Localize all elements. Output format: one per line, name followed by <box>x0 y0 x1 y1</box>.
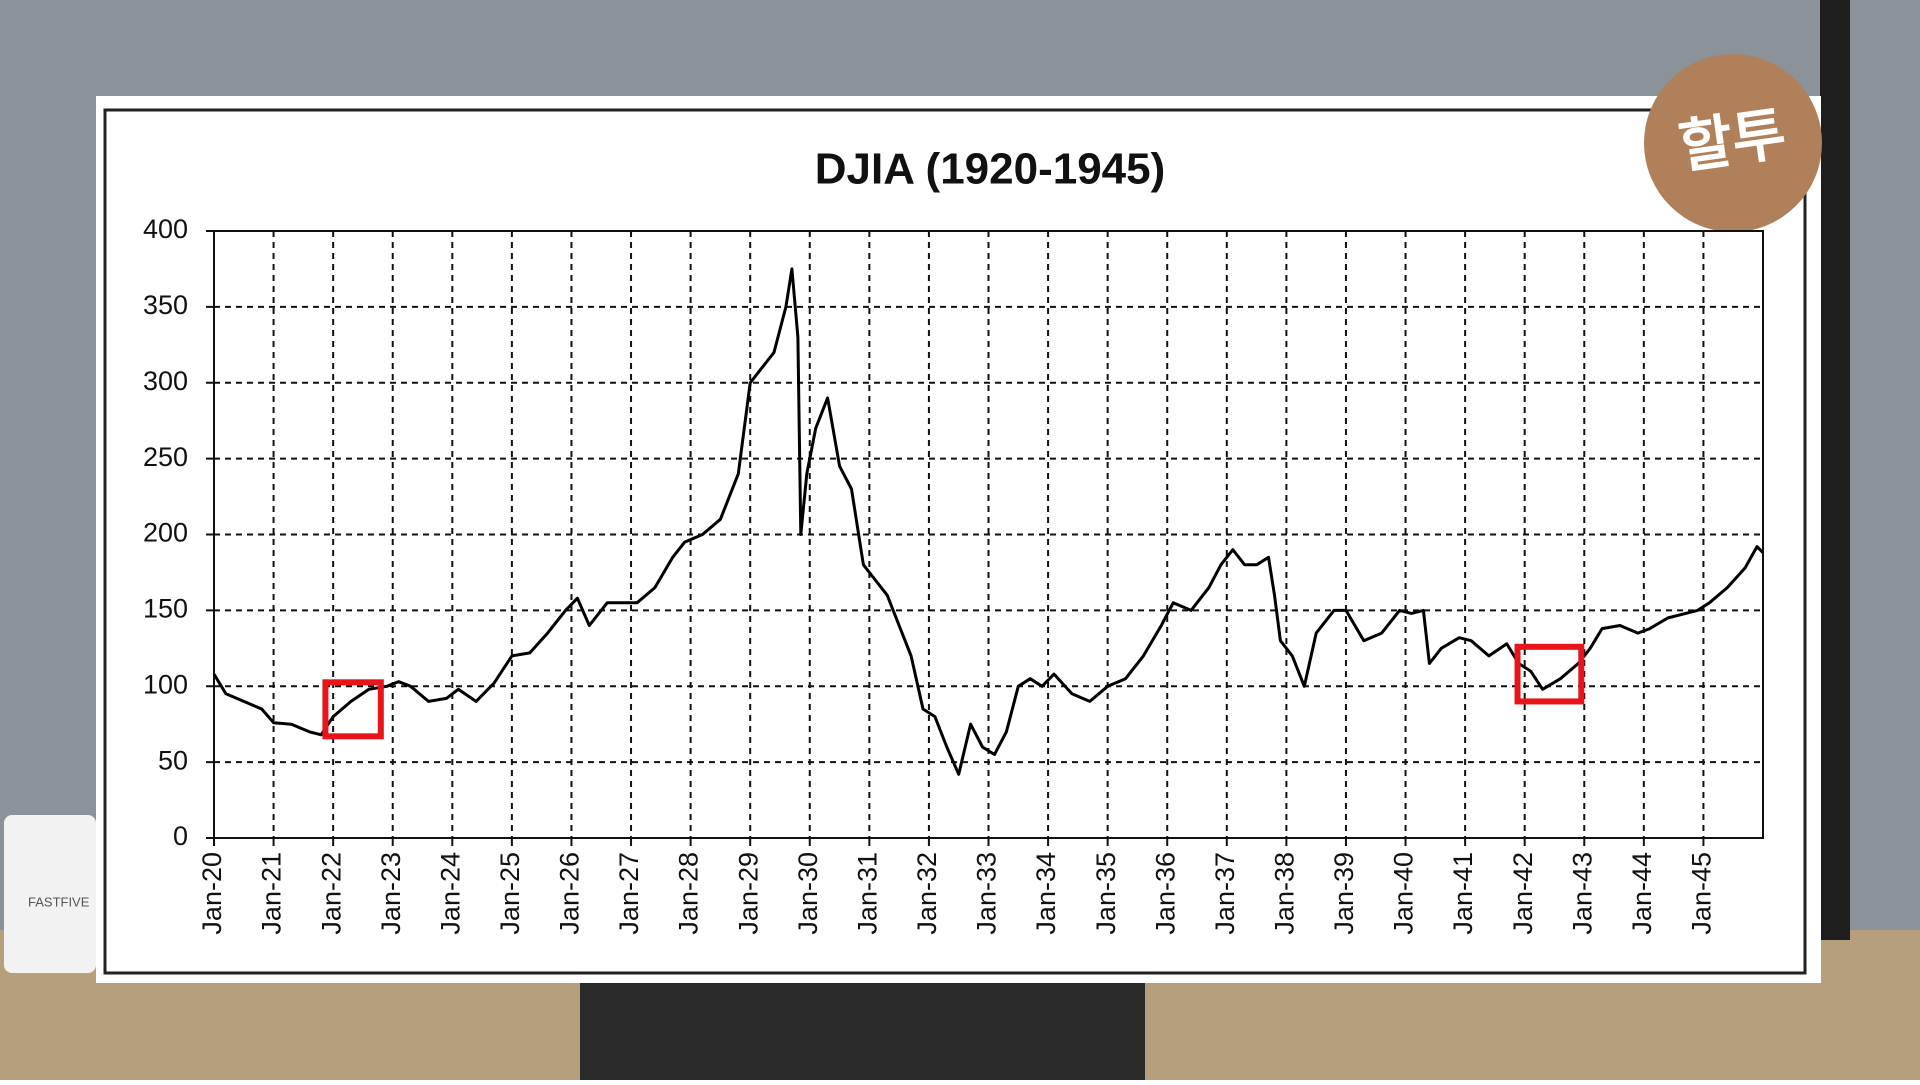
y-tick-label: 300 <box>143 366 188 396</box>
x-tick-label: Jan-20 <box>197 852 227 935</box>
y-tick-label: 150 <box>143 594 188 624</box>
x-tick-label: Jan-37 <box>1210 852 1240 935</box>
x-tick-label: Jan-35 <box>1091 852 1121 935</box>
x-tick-label: Jan-29 <box>733 852 763 935</box>
x-tick-label: Jan-28 <box>674 852 704 935</box>
x-tick-label: Jan-31 <box>852 852 882 935</box>
x-tick-label: Jan-21 <box>257 852 287 935</box>
x-tick-label: Jan-26 <box>555 852 585 935</box>
x-tick-label: Jan-25 <box>495 852 525 935</box>
x-tick-label: Jan-43 <box>1567 852 1597 935</box>
x-tick-label: Jan-40 <box>1389 852 1419 935</box>
highlight-box <box>1514 643 1585 705</box>
chart-border <box>103 108 1807 975</box>
panel <box>96 96 1821 983</box>
y-tick-label: 50 <box>158 745 188 775</box>
x-tick-label: Jan-39 <box>1329 852 1359 935</box>
x-tick-label: Jan-34 <box>1031 852 1061 935</box>
chart-title: DJIA (1920-1945) <box>815 145 1166 194</box>
cup-label: FASTFIVE <box>28 894 90 909</box>
x-tick-label: Jan-33 <box>972 852 1002 935</box>
x-tick-label: Jan-24 <box>435 852 465 935</box>
x-tick-label: Jan-38 <box>1270 852 1300 935</box>
y-tick-label: 200 <box>143 518 188 548</box>
highlight-box <box>322 679 384 740</box>
series-line <box>212 267 1765 776</box>
x-tick-label: Jan-44 <box>1627 852 1657 935</box>
x-tick-label: Jan-41 <box>1448 852 1478 935</box>
cup <box>4 815 96 973</box>
logo <box>1644 54 1822 232</box>
x-tick-label: Jan-30 <box>793 852 823 935</box>
x-tick-label: Jan-32 <box>912 852 942 935</box>
monitor-stand <box>580 980 1145 1080</box>
y-tick-label: 350 <box>143 290 188 320</box>
y-tick-label: 400 <box>143 214 188 244</box>
x-tick-label: Jan-27 <box>614 852 644 935</box>
x-tick-label: Jan-23 <box>376 852 406 935</box>
plot: 0 50 100 150 200 250 300 350 400 Jan-20 Jan-21 Jan-… <box>143 214 1765 935</box>
y-tick-label: 250 <box>143 442 188 472</box>
y-tick-label: 100 <box>143 669 188 699</box>
y-tick-label: 0 <box>173 821 188 851</box>
x-tick-label: Jan-45 <box>1687 852 1717 935</box>
frame-edge <box>1820 0 1850 940</box>
x-tick-label: Jan-42 <box>1508 852 1538 935</box>
x-tick-label: Jan-36 <box>1150 852 1180 935</box>
x-tick-label: Jan-22 <box>316 852 346 935</box>
logo-text: 할투 <box>1675 101 1790 180</box>
plot-frame <box>213 230 1764 839</box>
